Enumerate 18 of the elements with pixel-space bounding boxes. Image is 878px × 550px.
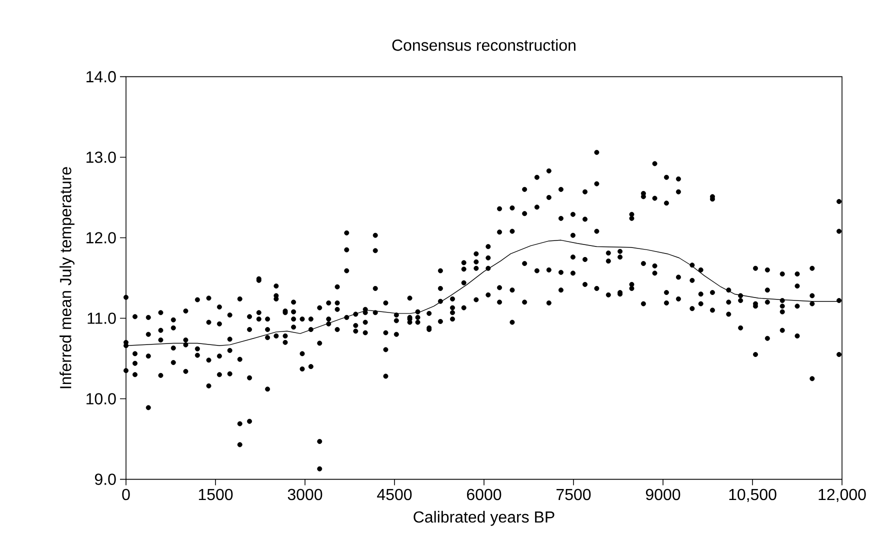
x-tick-label: 7500: [556, 488, 591, 500]
x-tick-label: 12,000: [818, 488, 866, 502]
y-tick-label: 14.0: [86, 71, 116, 82]
x-tick-label: 1500: [198, 488, 233, 500]
y-tick-label: 13.0: [86, 152, 116, 163]
y-tick-label: 11.0: [88, 312, 116, 324]
x-tick-label: 10,500: [729, 488, 776, 502]
x-tick-label: 9000: [646, 488, 680, 500]
y-tick-label: 12.0: [86, 232, 116, 244]
x-tick-label: 3000: [288, 488, 322, 500]
chart-title: Consensus reconstruction: [392, 39, 576, 51]
x-tick-label: 4500: [377, 488, 412, 500]
x-tick-label: 6000: [467, 488, 502, 500]
y-axis-title: Inferred mean July temperature: [60, 167, 74, 388]
y-tick-label: 9.0: [94, 474, 116, 485]
x-tick-label: 0: [122, 488, 130, 500]
x-axis-title: Calibrated years BP: [414, 510, 554, 526]
y-tick-label: 10.0: [86, 393, 116, 404]
